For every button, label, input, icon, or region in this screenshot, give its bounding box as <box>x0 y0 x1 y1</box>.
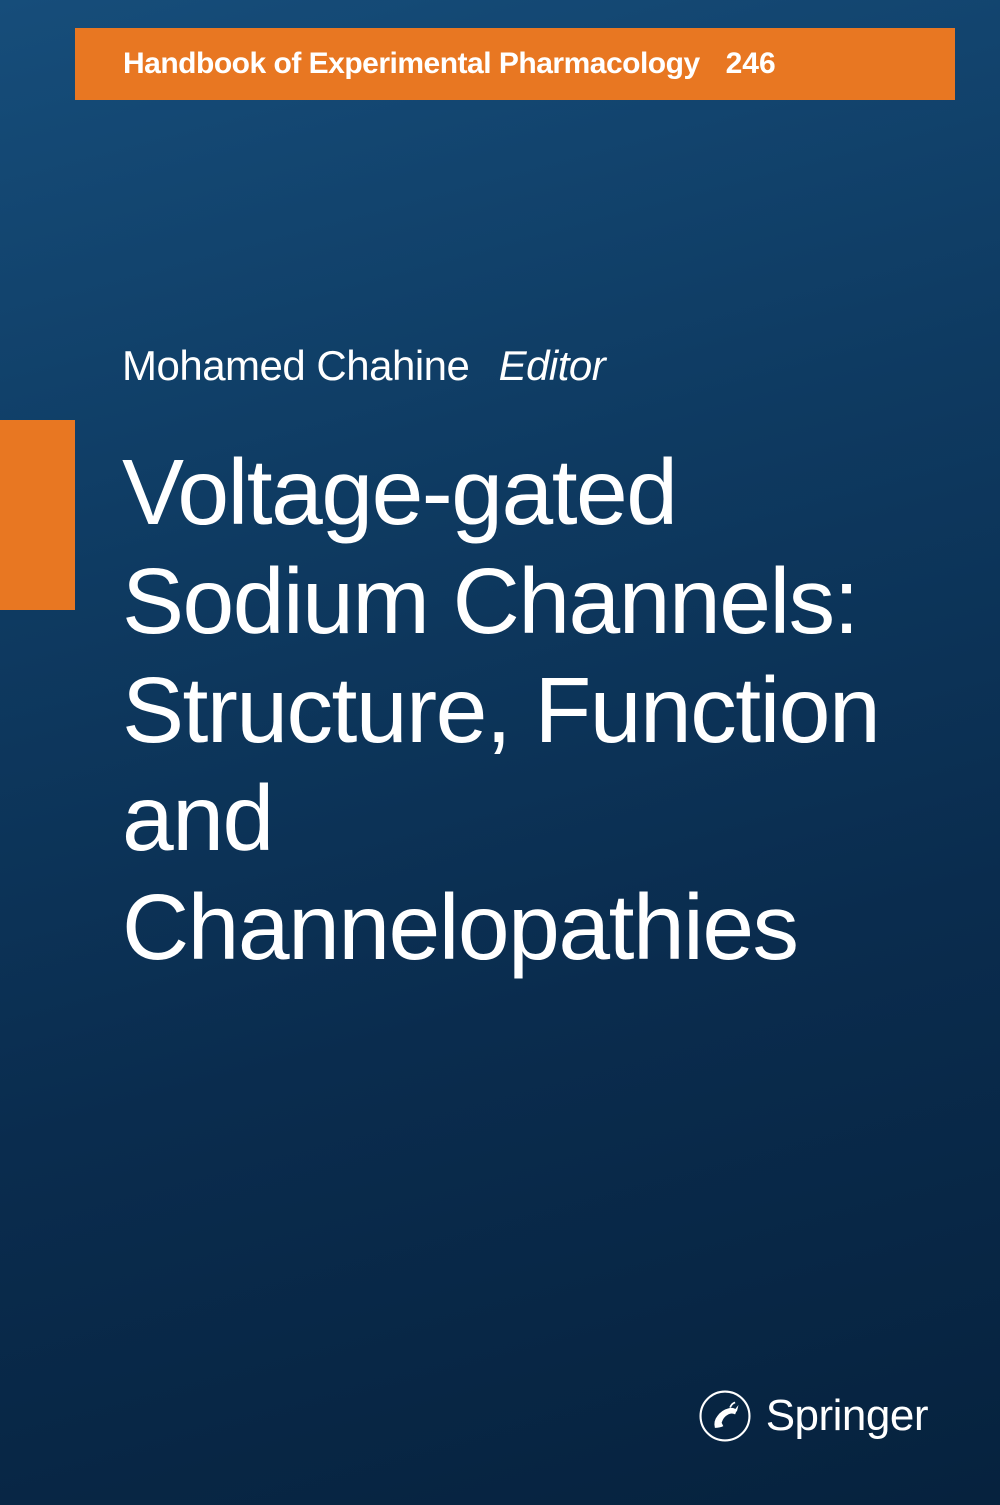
series-name: Handbook of Experimental Pharmacology <box>123 47 700 81</box>
book-title: Voltage-gated Sodium Channels: Structure… <box>122 438 940 982</box>
book-title-block: Voltage-gated Sodium Channels: Structure… <box>122 438 940 982</box>
series-banner: Handbook of Experimental Pharmacology 24… <box>75 28 955 100</box>
editor-line: Mohamed Chahine Editor <box>122 342 605 390</box>
editor-role: Editor <box>499 342 606 389</box>
publisher-block: Springer <box>698 1389 928 1443</box>
accent-side-tab <box>0 420 75 610</box>
series-volume-number: 246 <box>726 47 776 81</box>
editor-name: Mohamed Chahine <box>122 342 469 389</box>
publisher-name: Springer <box>766 1391 928 1441</box>
springer-horse-icon <box>698 1389 752 1443</box>
